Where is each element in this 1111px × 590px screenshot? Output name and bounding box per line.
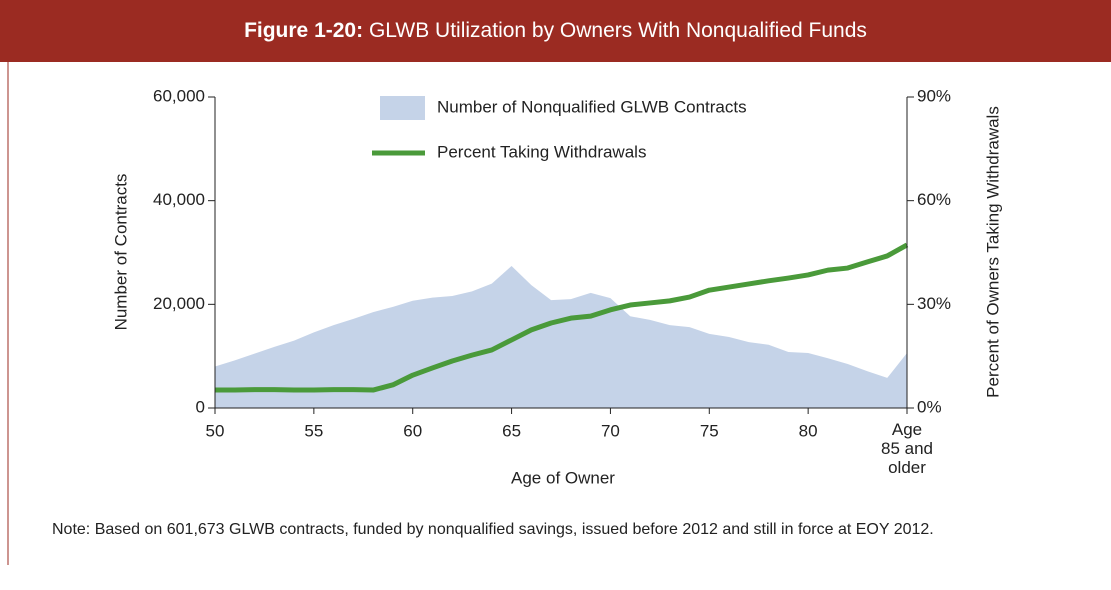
y-tick-label: 40,000 [153, 190, 205, 209]
y2-tick-label: 0% [917, 397, 942, 416]
legend-swatch [380, 96, 425, 120]
y2-tick-label: 60% [917, 190, 951, 209]
x-tick-label: 50 [206, 421, 225, 440]
x-tick-label: Age 85 and older [881, 420, 933, 477]
note: Note: Based on 601,673 GLWB contracts, f… [52, 521, 934, 538]
y-tick-label: 60,000 [153, 86, 205, 105]
header: Figure 1-20: GLWB Utilization by Owners … [0, 0, 1111, 62]
x-tick-label: 60 [403, 421, 422, 440]
legend-label: Number of Nonqualified GLWB Contracts [437, 97, 747, 116]
x-axis-label: Age of Owner [511, 468, 615, 487]
area [215, 265, 907, 408]
y-axis-label: Number of Contracts [111, 174, 130, 331]
line [215, 242, 909, 393]
x-tick-label: 80 [799, 421, 818, 440]
chart-title: GLWB Utilization by Owners With Nonquali… [368, 19, 867, 42]
x-tick-label: 70 [601, 421, 620, 440]
x-tick-label: 55 [304, 421, 323, 440]
y2-tick-label: 30% [917, 294, 951, 313]
figure-label: Figure 1-20: [244, 19, 364, 42]
y2-tick-label: 90% [917, 86, 951, 105]
y2-axis-label: Percent of Owners Taking Withdrawals [983, 106, 1002, 398]
legend-label: Percent Taking Withdrawals [437, 142, 646, 161]
x-tick-label: 75 [700, 421, 719, 440]
y-tick-label: 20,000 [153, 294, 205, 313]
x-tick-label: 65 [502, 421, 521, 440]
y-tick-label: 0 [196, 397, 205, 416]
